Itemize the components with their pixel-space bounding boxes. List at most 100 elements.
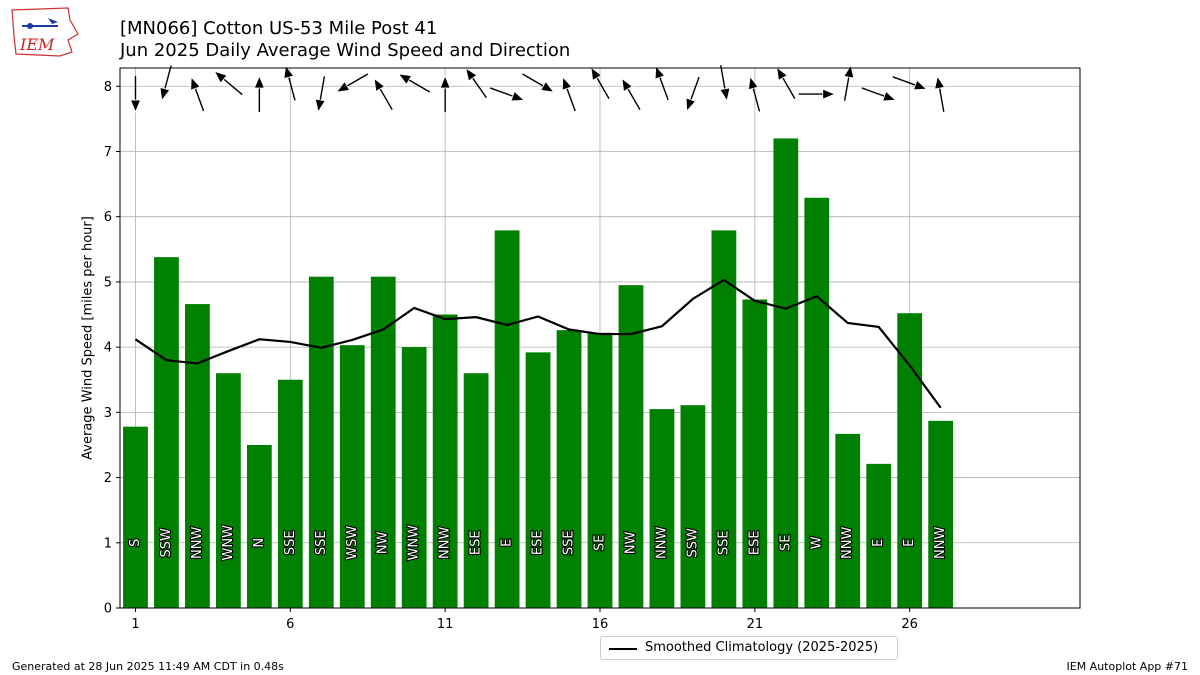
y-tick-label-4: 4 (104, 341, 112, 356)
legend-line-swatch (609, 648, 637, 650)
bar-day-8 (339, 345, 365, 608)
direction-label-day-26: E (902, 539, 917, 547)
y-tick-label-8: 8 (104, 80, 112, 95)
bar-day-9 (370, 276, 396, 608)
bar-day-3 (185, 304, 210, 608)
direction-label-day-3: NNW (190, 526, 205, 558)
bar-day-2 (154, 257, 179, 608)
wind-arrow-day-17 (621, 77, 641, 111)
direction-label-day-24: NNW (840, 526, 855, 558)
y-tick-label-0: 0 (104, 602, 112, 617)
wind-arrow-day-2 (159, 65, 172, 102)
wind-arrow-day-11 (439, 75, 451, 113)
x-tick-label-3: 16 (592, 617, 609, 632)
chart-subtitle: Jun 2025 Daily Average Wind Speed and Di… (120, 40, 571, 61)
bar-day-4 (216, 373, 241, 608)
wind-arrow-day-6 (283, 64, 296, 101)
wind-arrow-day-21 (747, 75, 761, 112)
wind-arrow-day-16 (590, 66, 610, 99)
direction-label-day-15: SSE (562, 530, 577, 555)
direction-label-day-18: NNW (654, 526, 669, 558)
y-tick-label-7: 7 (104, 145, 112, 160)
direction-label-day-21: ESE (747, 530, 762, 555)
y-tick-label-6: 6 (104, 210, 112, 225)
bar-day-26 (897, 313, 923, 608)
direction-label-day-13: E (500, 539, 515, 547)
direction-label-day-25: E (871, 539, 886, 547)
iem-logo: IEM (11, 7, 79, 57)
bars-group (123, 138, 954, 609)
bar-day-11 (432, 314, 458, 608)
footer-generated: Generated at 28 Jun 2025 11:49 AM CDT in… (12, 660, 284, 673)
wind-arrow-day-26 (892, 76, 928, 91)
bar-day-27 (928, 420, 954, 608)
bar-day-22 (773, 138, 799, 608)
bar-day-1 (123, 426, 148, 608)
direction-labels: S SSW NNW WNW N SSE SSE WSW NW WNW NNW ESE E ESE SSE SE… (127, 524, 949, 562)
wind-arrow-day-19 (685, 76, 700, 112)
wind-arrow-day-12 (465, 67, 488, 99)
wind-arrow-day-22 (776, 66, 796, 99)
direction-label-day-7: SSE (314, 530, 329, 555)
wind-arrow-day-27 (934, 75, 946, 112)
direction-label-day-22: SE (778, 535, 793, 551)
direction-label-day-11: NNW (438, 526, 453, 558)
wind-arrow-day-7 (314, 76, 326, 113)
direction-label-day-6: SSE (283, 530, 298, 555)
bar-day-25 (866, 463, 892, 608)
x-tick-label-4: 21 (747, 617, 764, 632)
x-tick-label-0: 1 (131, 617, 139, 632)
x-tick-label-2: 11 (437, 617, 454, 632)
y-tick-label-5: 5 (104, 275, 112, 290)
wind-arrow-day-24 (843, 64, 855, 101)
direction-label-day-2: SSW (159, 528, 174, 558)
direction-label-day-4: WNW (221, 525, 236, 561)
wind-arrow-day-14 (522, 73, 555, 93)
chart-title: [MN066] Cotton US-53 Mile Post 41 (120, 18, 438, 39)
bar-day-23 (804, 197, 830, 609)
bar-day-21 (742, 299, 768, 608)
wind-arrow-day-20 (719, 65, 731, 102)
y-tick-label-3: 3 (104, 406, 112, 421)
bar-day-15 (556, 330, 582, 608)
logo-text: IEM (19, 35, 55, 54)
bar-day-14 (525, 352, 551, 608)
bar-day-24 (835, 433, 861, 608)
wind-arrow-day-23 (798, 88, 836, 100)
bar-day-13 (494, 230, 520, 609)
bar-day-10 (401, 347, 427, 608)
x-tick-label-1: 6 (286, 617, 294, 632)
wind-arrow-day-1 (129, 76, 142, 114)
direction-label-day-17: NW (623, 531, 638, 554)
direction-label-day-23: W (809, 536, 824, 549)
direction-label-day-8: WSW (345, 526, 360, 560)
bar-day-20 (711, 230, 737, 609)
direction-label-day-16: SE (593, 535, 608, 551)
direction-label-day-1: S (128, 539, 143, 547)
y-tick-label-2: 2 (104, 471, 112, 486)
direction-label-day-9: NW (376, 531, 391, 554)
bar-day-17 (618, 285, 644, 608)
bar-day-12 (463, 373, 489, 608)
wind-arrow-day-13 (489, 87, 525, 102)
y-axis-label: Average Wind Speed [miles per hour] (80, 216, 96, 460)
climatology-line (134, 278, 942, 409)
wind-arrow-day-3 (190, 76, 205, 112)
bar-day-6 (277, 379, 303, 608)
bar-day-16 (587, 332, 613, 608)
bar-day-18 (649, 409, 675, 608)
bar-day-19 (680, 405, 706, 608)
wind-arrow-day-15 (561, 76, 576, 112)
wind-arrows (129, 64, 946, 114)
direction-label-day-14: ESE (531, 530, 546, 555)
bar-day-5 (246, 444, 272, 608)
wind-arrow-day-10 (397, 73, 431, 93)
direction-label-day-12: ESE (469, 530, 484, 555)
wind-arrow-day-5 (253, 75, 265, 113)
wind-arrow-day-25 (861, 87, 897, 102)
y-tick-label-1: 1 (104, 536, 112, 551)
x-tick-label-5: 26 (901, 617, 918, 632)
legend: Smoothed Climatology (2025-2025) (600, 636, 898, 660)
